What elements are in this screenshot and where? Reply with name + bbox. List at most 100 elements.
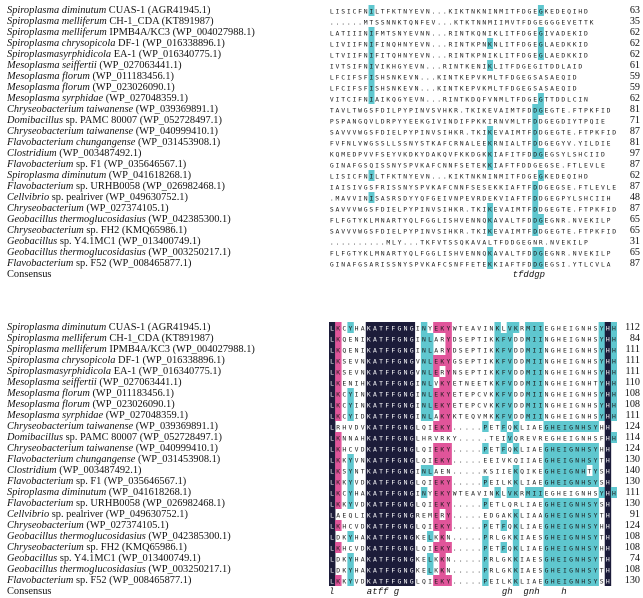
residue-shade [329, 542, 336, 553]
residue: S [375, 19, 379, 27]
residue: Y [447, 545, 451, 553]
residue-shade [396, 520, 403, 531]
residue: E [544, 261, 548, 269]
residue-shade [555, 476, 563, 487]
residue: . [477, 479, 481, 487]
residue: K [483, 468, 487, 476]
residue-position: 65 [629, 225, 640, 236]
residue: G [398, 534, 402, 542]
residue: Y [409, 184, 413, 192]
residue: P [415, 228, 419, 236]
residue: V [355, 457, 359, 465]
residue-shade [439, 476, 446, 487]
residue: K [448, 173, 452, 181]
alignment-row: Cellvibrio sp. pealriver (WP_049630752.1… [0, 192, 643, 203]
residue: L [336, 250, 340, 258]
residue: K [482, 107, 486, 115]
residue-shade [371, 531, 379, 542]
alignment-row: Mesoplasma seiffertii (WP_027063441.1) I V… [0, 60, 643, 71]
alignment-row: Spiroplasma diminutum (WP_041618268.1) L K… [0, 487, 643, 498]
residue: E [557, 545, 561, 553]
residue: M [364, 19, 368, 27]
residue-shade [555, 443, 563, 454]
residue-shade [365, 355, 373, 366]
residue-shade [604, 410, 612, 421]
sequence-name: Mesoplasma florum (WP_011183456.1) [7, 71, 327, 82]
residue: R [460, 228, 464, 236]
residue-shade [586, 443, 593, 454]
residue: K [482, 118, 486, 126]
residue: T [379, 424, 383, 432]
residue: F [385, 567, 389, 575]
residue: G [556, 129, 560, 137]
residue: Y [409, 195, 413, 203]
residue: Q [392, 52, 396, 60]
residue: E [595, 184, 599, 192]
residue: . [341, 239, 345, 247]
residue-shade [537, 104, 544, 115]
residue: V [511, 19, 515, 27]
residue: K [448, 8, 452, 16]
residue-shade [384, 388, 391, 399]
residue: L [428, 358, 432, 366]
residue: G [502, 567, 506, 575]
residue: G [410, 545, 414, 553]
residue: G [528, 96, 532, 104]
residue: C [342, 325, 346, 333]
residue: N [355, 347, 359, 355]
residue: R [448, 52, 452, 60]
residue: I [563, 468, 567, 476]
residue-shade [586, 498, 593, 509]
residue-shade [532, 126, 539, 137]
residue: N [415, 85, 419, 93]
residue: E [522, 74, 526, 82]
residue: W [358, 206, 362, 214]
residue: A [336, 129, 340, 137]
sequence-name: Spiroplasma diminutum (WP_041618268.1) [7, 487, 327, 498]
residue-shade [555, 531, 563, 542]
residue: D [539, 129, 543, 137]
residue-shade [371, 553, 379, 564]
residue: I [386, 107, 390, 115]
alignment-row: Clostridium (WP_003487492.1) K Q M E D P V V F S E Y… [0, 148, 643, 159]
residue-shade [420, 333, 428, 344]
residue: H [588, 402, 592, 410]
residue: H [551, 534, 555, 542]
residue: . [465, 479, 469, 487]
residue: V [483, 402, 487, 410]
residue: I [381, 96, 385, 104]
residue: D [336, 567, 340, 575]
residue: L [428, 402, 432, 410]
residue: E [533, 30, 537, 38]
residue-shade [482, 553, 489, 564]
residue-shade [427, 553, 434, 564]
residue-shade [537, 258, 544, 269]
residue: V [355, 358, 359, 366]
residue: . [477, 435, 481, 443]
residue: N [454, 63, 458, 71]
residue: E [563, 380, 567, 388]
residue: V [420, 8, 424, 16]
residue-shade [500, 388, 507, 399]
residue: V [471, 195, 475, 203]
residue: E [409, 63, 413, 71]
residue: E [453, 402, 457, 410]
accession-label: sp. F52 (WP_008465877.1) [73, 575, 192, 586]
residue: C [443, 261, 447, 269]
residue-position: 130 [624, 476, 640, 487]
residue: I [454, 30, 458, 38]
residue: F [465, 261, 469, 269]
residue: I [416, 347, 420, 355]
residue: E [538, 457, 542, 465]
residue: A [373, 545, 377, 553]
residue: A [505, 206, 509, 214]
residue-shade [402, 432, 409, 443]
residue-shade [567, 476, 575, 487]
residue: K [447, 435, 451, 443]
